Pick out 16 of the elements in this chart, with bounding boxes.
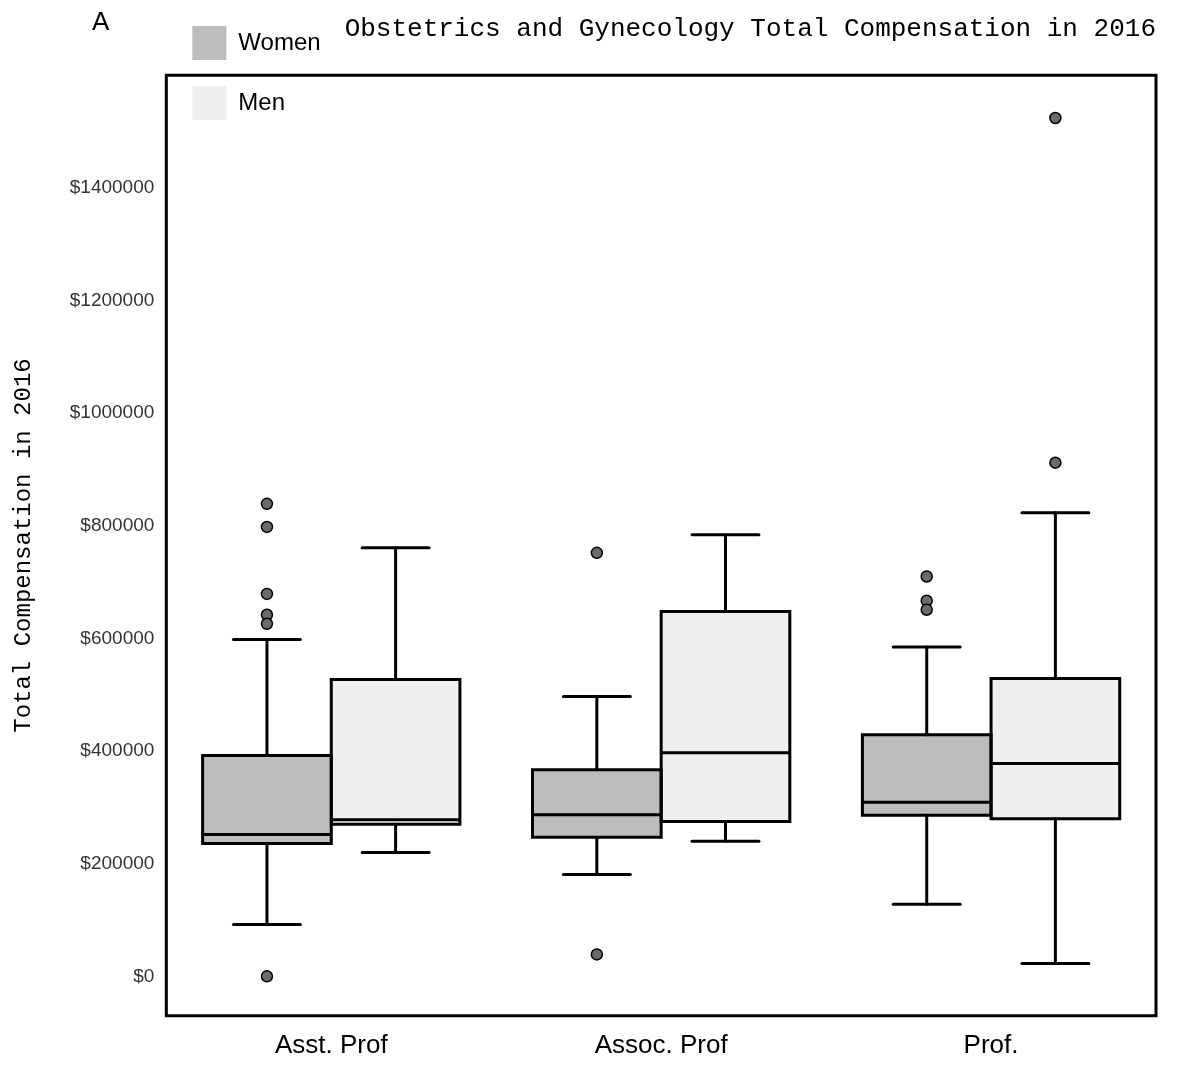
y-tick-label: $1000000 — [69, 401, 155, 423]
y-tick-label: $800000 — [80, 514, 155, 536]
x-tick-label: Asst. Prof — [274, 1028, 389, 1059]
y-tick-label: $1400000 — [69, 176, 155, 198]
y-tick-label: $200000 — [80, 851, 155, 873]
x-tick-label: Prof. — [963, 1028, 1019, 1059]
legend-label: Men — [238, 87, 286, 115]
y-tick-label: $0 — [133, 964, 155, 986]
chart-title: Obstetrics and Gynecology Total Compensation in 2016 — [344, 14, 1156, 45]
legend-label: Women — [238, 27, 321, 55]
y-tick-label: $600000 — [80, 626, 155, 648]
y-axis-title: Total Compensation in 2016 — [9, 358, 37, 733]
text: A — [92, 6, 110, 37]
y-tick-label: $400000 — [80, 739, 155, 761]
y-tick-label: $1200000 — [69, 288, 155, 310]
x-tick-label: Assoc. Prof — [594, 1028, 729, 1059]
